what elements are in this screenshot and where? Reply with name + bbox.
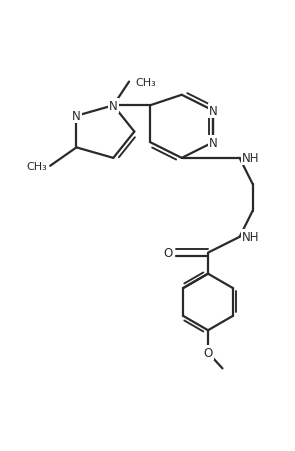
Text: N: N (209, 136, 218, 149)
Text: O: O (203, 346, 213, 359)
Text: N: N (109, 100, 118, 113)
Text: CH₃: CH₃ (136, 78, 156, 87)
Text: CH₃: CH₃ (27, 161, 47, 171)
Text: NH: NH (242, 152, 260, 165)
Text: N: N (209, 105, 218, 118)
Text: NH: NH (242, 231, 260, 244)
Text: N: N (72, 110, 81, 123)
Text: O: O (163, 247, 173, 260)
